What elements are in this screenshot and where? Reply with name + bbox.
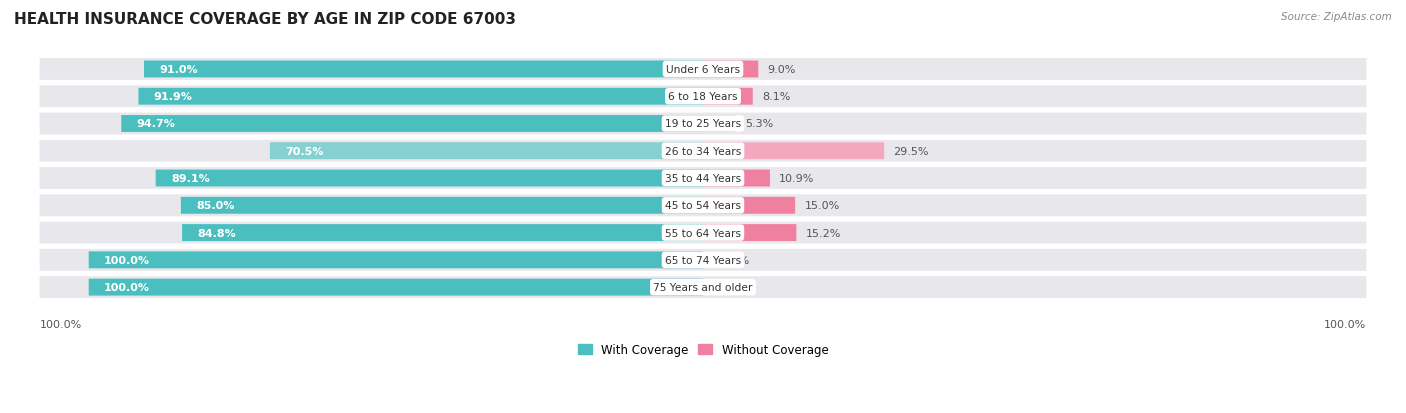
Text: 10.9%: 10.9% xyxy=(779,173,814,184)
FancyBboxPatch shape xyxy=(703,62,758,78)
Text: 29.5%: 29.5% xyxy=(893,146,929,157)
Text: Source: ZipAtlas.com: Source: ZipAtlas.com xyxy=(1281,12,1392,22)
Text: 55 to 64 Years: 55 to 64 Years xyxy=(665,228,741,238)
Text: 85.0%: 85.0% xyxy=(197,201,235,211)
FancyBboxPatch shape xyxy=(89,279,703,296)
Text: 5.3%: 5.3% xyxy=(745,119,773,129)
FancyBboxPatch shape xyxy=(39,59,1367,81)
FancyBboxPatch shape xyxy=(270,143,703,160)
FancyBboxPatch shape xyxy=(703,225,796,242)
FancyBboxPatch shape xyxy=(143,62,703,78)
Text: 45 to 54 Years: 45 to 54 Years xyxy=(665,201,741,211)
FancyBboxPatch shape xyxy=(89,252,703,268)
Text: 26 to 34 Years: 26 to 34 Years xyxy=(665,146,741,157)
Text: 100.0%: 100.0% xyxy=(1324,319,1367,329)
Text: 94.7%: 94.7% xyxy=(136,119,176,129)
Text: 0.0%: 0.0% xyxy=(721,282,749,292)
Text: 100.0%: 100.0% xyxy=(104,255,150,265)
FancyBboxPatch shape xyxy=(181,197,703,214)
FancyBboxPatch shape xyxy=(39,222,1367,244)
Legend: With Coverage, Without Coverage: With Coverage, Without Coverage xyxy=(572,338,834,361)
Text: 89.1%: 89.1% xyxy=(172,173,209,184)
FancyBboxPatch shape xyxy=(183,225,703,242)
FancyBboxPatch shape xyxy=(39,140,1367,162)
FancyBboxPatch shape xyxy=(39,249,1367,271)
FancyBboxPatch shape xyxy=(703,143,884,160)
Text: 6 to 18 Years: 6 to 18 Years xyxy=(668,92,738,102)
Text: HEALTH INSURANCE COVERAGE BY AGE IN ZIP CODE 67003: HEALTH INSURANCE COVERAGE BY AGE IN ZIP … xyxy=(14,12,516,27)
Text: 15.0%: 15.0% xyxy=(804,201,839,211)
FancyBboxPatch shape xyxy=(703,197,796,214)
Text: 91.9%: 91.9% xyxy=(153,92,193,102)
Text: 75 Years and older: 75 Years and older xyxy=(654,282,752,292)
FancyBboxPatch shape xyxy=(39,195,1367,217)
FancyBboxPatch shape xyxy=(121,116,703,133)
FancyBboxPatch shape xyxy=(703,116,735,133)
FancyBboxPatch shape xyxy=(703,170,770,187)
Text: 8.1%: 8.1% xyxy=(762,92,790,102)
Text: 70.5%: 70.5% xyxy=(285,146,323,157)
Text: 9.0%: 9.0% xyxy=(768,65,796,75)
Text: 35 to 44 Years: 35 to 44 Years xyxy=(665,173,741,184)
FancyBboxPatch shape xyxy=(39,168,1367,190)
FancyBboxPatch shape xyxy=(703,88,752,105)
FancyBboxPatch shape xyxy=(39,86,1367,108)
Text: 15.2%: 15.2% xyxy=(806,228,841,238)
Text: 0.0%: 0.0% xyxy=(721,255,749,265)
Text: 65 to 74 Years: 65 to 74 Years xyxy=(665,255,741,265)
FancyBboxPatch shape xyxy=(156,170,703,187)
Text: 84.8%: 84.8% xyxy=(197,228,236,238)
Text: 100.0%: 100.0% xyxy=(104,282,150,292)
FancyBboxPatch shape xyxy=(39,277,1367,298)
Text: 19 to 25 Years: 19 to 25 Years xyxy=(665,119,741,129)
FancyBboxPatch shape xyxy=(39,113,1367,135)
Text: 100.0%: 100.0% xyxy=(39,319,82,329)
FancyBboxPatch shape xyxy=(138,88,703,105)
Text: 91.0%: 91.0% xyxy=(159,65,198,75)
Text: Under 6 Years: Under 6 Years xyxy=(666,65,740,75)
